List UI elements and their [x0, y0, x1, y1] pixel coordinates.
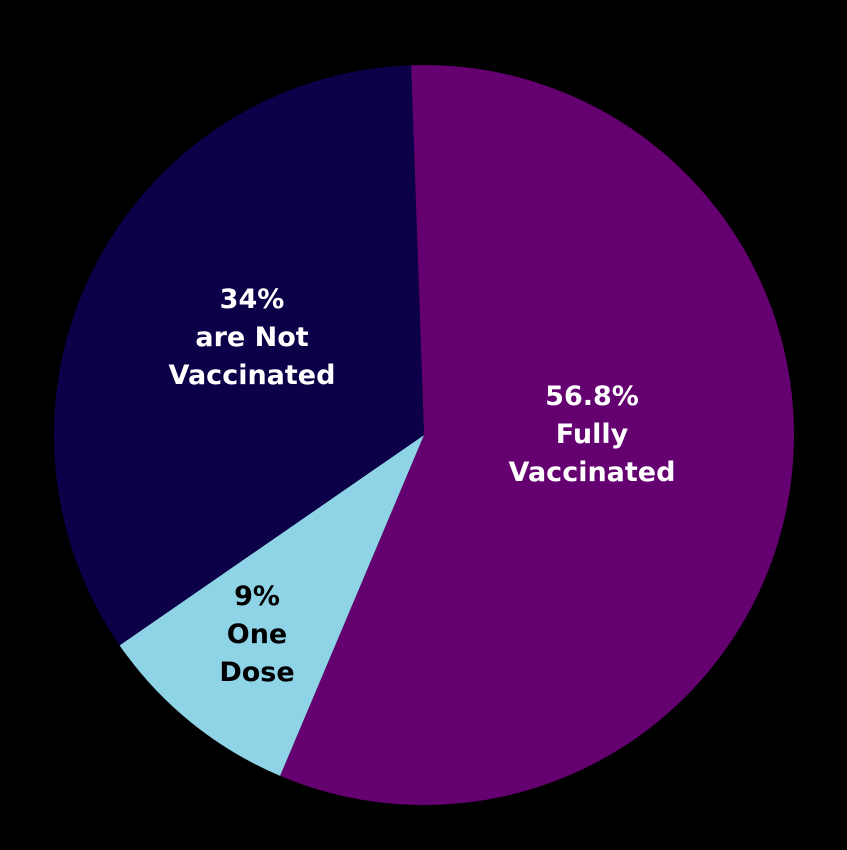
pie-slice: [53, 65, 425, 646]
slice-label: 9% One Dose: [207, 578, 307, 692]
category-label: are Not Vaccinated: [168, 322, 336, 391]
value-label: 9%: [234, 581, 280, 612]
value-label: 34%: [219, 284, 285, 315]
pie-slice: [119, 435, 425, 776]
value-label: 56.8%: [545, 381, 639, 412]
slice-label: 34% are Not Vaccinated: [162, 281, 342, 395]
category-label: Fully Vaccinated: [508, 419, 676, 488]
slice-label: 56.8% Fully Vaccinated: [502, 378, 682, 492]
pie-slice: [280, 65, 794, 805]
category-label: One Dose: [219, 619, 295, 688]
